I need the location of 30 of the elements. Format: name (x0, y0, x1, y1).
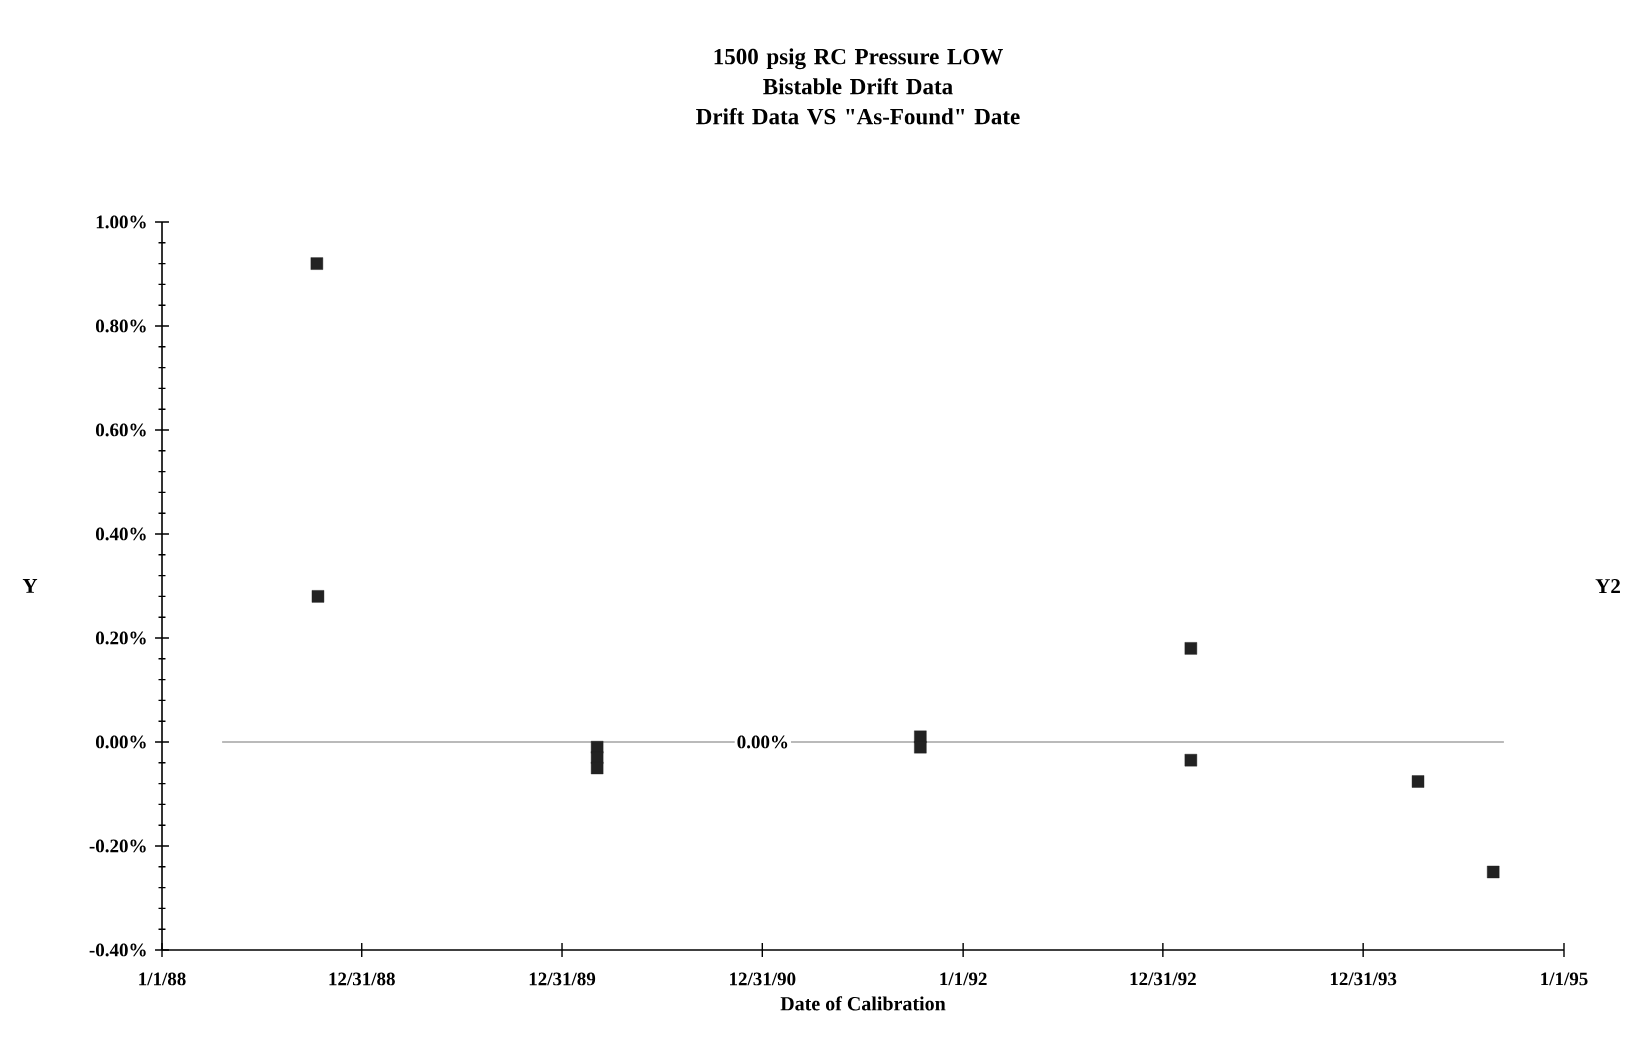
y-tick-label: 1.00% (96, 215, 146, 229)
y2-axis-title: Y2 (1595, 579, 1620, 593)
y-tick-label: -0.20% (89, 839, 146, 853)
point (1487, 865, 1500, 879)
y-tick-label: 0.40% (95, 527, 146, 541)
y-tick-label: -0.40% (89, 943, 146, 957)
chart-subtitle: Bistable Drift Data Drift Data VS "As-Found" Date (696, 77, 1020, 125)
y-axis-title: Y (22, 579, 38, 593)
point (1184, 642, 1198, 655)
y-tick-label: 0.80% (95, 319, 146, 333)
x-tick-label: 12/31/89 (529, 972, 596, 986)
y-tick-label: 0.00% (95, 735, 146, 749)
point (311, 590, 325, 603)
x-tick-label: 12/31/92 (1130, 972, 1196, 986)
x-axis-title: Date of Calibration (780, 996, 946, 1011)
point (590, 761, 604, 775)
point (1184, 753, 1198, 767)
point (1411, 775, 1425, 788)
x-tick-label: 1/1/95 (1541, 972, 1588, 986)
x-tick-label: 12/31/88 (329, 972, 395, 986)
x-tick-label: 1/1/92 (940, 972, 987, 986)
y-tick-label: 0.60% (95, 423, 146, 437)
point (310, 257, 324, 270)
x-tick-label: 1/1/88 (139, 972, 186, 986)
ref-line-label: 0.00% (737, 735, 788, 749)
chart-title: 1500 psig RC Pressure LOW (714, 48, 1003, 70)
point (914, 740, 927, 754)
y-tick-label: 0.20% (95, 631, 146, 645)
x-tick-label: 12/31/93 (1330, 972, 1397, 986)
x-tick-label: 12/31/90 (730, 972, 796, 986)
